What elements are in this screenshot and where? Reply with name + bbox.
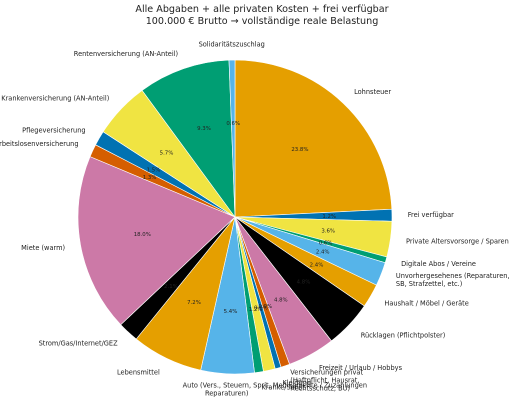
slice-label: Solidaritätszuschlag bbox=[199, 40, 265, 48]
slice-label: Unvorhergesehenes (Reparaturen, SB, Straf… bbox=[396, 272, 510, 288]
slice-label: Krankenversicherung (AN-Anteil) bbox=[1, 95, 109, 103]
pct-label: 4.8% bbox=[297, 280, 311, 286]
slice-label: Kranke/Sonst bbox=[261, 384, 305, 392]
slice-label: Versicherungen privat (Haftpflicht, Hausr… bbox=[290, 369, 363, 393]
slice-label: Medikamente / Zuzahlungen bbox=[273, 382, 367, 390]
pct-label: 1.2% bbox=[249, 307, 263, 313]
slice-label: Arbeitslosenversicherung bbox=[0, 140, 79, 148]
pct-label: 0.6% bbox=[226, 121, 240, 127]
pct-label: 0.6% bbox=[319, 241, 333, 247]
slice-label: Miete (warm) bbox=[21, 244, 65, 252]
pct-label: 1.2% bbox=[322, 214, 336, 220]
pct-label: 2.4% bbox=[310, 262, 324, 268]
pct-label: 4.8% bbox=[274, 297, 288, 303]
pct-label: 5.4% bbox=[224, 309, 238, 315]
pie-slice-miete-warm bbox=[77, 156, 236, 326]
pie-slice-solidaritatszuschlag bbox=[228, 59, 236, 218]
slice-label: Lebensmittel bbox=[117, 369, 160, 377]
slice-label: Rücklagen (Pflichtpolster) bbox=[361, 332, 446, 340]
slice-label: Freizeit / Urlaub / Hobbys bbox=[319, 364, 403, 372]
pct-label: 5.7% bbox=[160, 150, 174, 156]
slice-label: Digitale Abos / Vereine bbox=[401, 260, 476, 268]
slice-label: Rentenversicherung (AN-Anteil) bbox=[74, 50, 178, 58]
pct-label: 0.9% bbox=[258, 304, 272, 310]
slice-label: Frei verfügbar bbox=[408, 211, 454, 219]
slice-label: Lohnsteuer bbox=[354, 88, 391, 96]
pct-label: 1.5% bbox=[147, 168, 161, 174]
slice-label: Pflegeversicherung bbox=[22, 126, 85, 134]
chart-subtitle: 100.000 € Brutto → vollständige reale Be… bbox=[146, 16, 379, 27]
pct-label: 18.0% bbox=[134, 232, 151, 238]
slice-label: Private Altersvorsorge / Sparen bbox=[406, 238, 509, 246]
slice-label: Haushalt / Möbel / Geräte bbox=[384, 300, 468, 308]
pct-label: 9.3% bbox=[197, 126, 211, 132]
slice-label: Kleidung bbox=[282, 379, 311, 387]
pct-label: 23.8% bbox=[291, 147, 308, 153]
pct-label: 3.6% bbox=[321, 228, 335, 234]
pct-label: 7.2% bbox=[187, 300, 201, 306]
pie-slice-rentenversicherung-an-anteil bbox=[141, 59, 236, 218]
pct-label: 1.3% bbox=[143, 175, 157, 181]
pct-label: 2.1% bbox=[164, 284, 178, 290]
slice-label: Auto (Vers., Steuern, Sprit, Reparaturen) bbox=[183, 382, 271, 398]
slice-label: Strom/Gas/Internet/GEZ bbox=[39, 340, 119, 348]
pct-label: 0.6% bbox=[254, 306, 268, 312]
pct-label: 2.4% bbox=[316, 249, 330, 255]
pie-slice-lohnsteuer bbox=[234, 59, 393, 218]
chart-title: Alle Abgaben + alle privaten Kosten + fr… bbox=[135, 4, 388, 15]
